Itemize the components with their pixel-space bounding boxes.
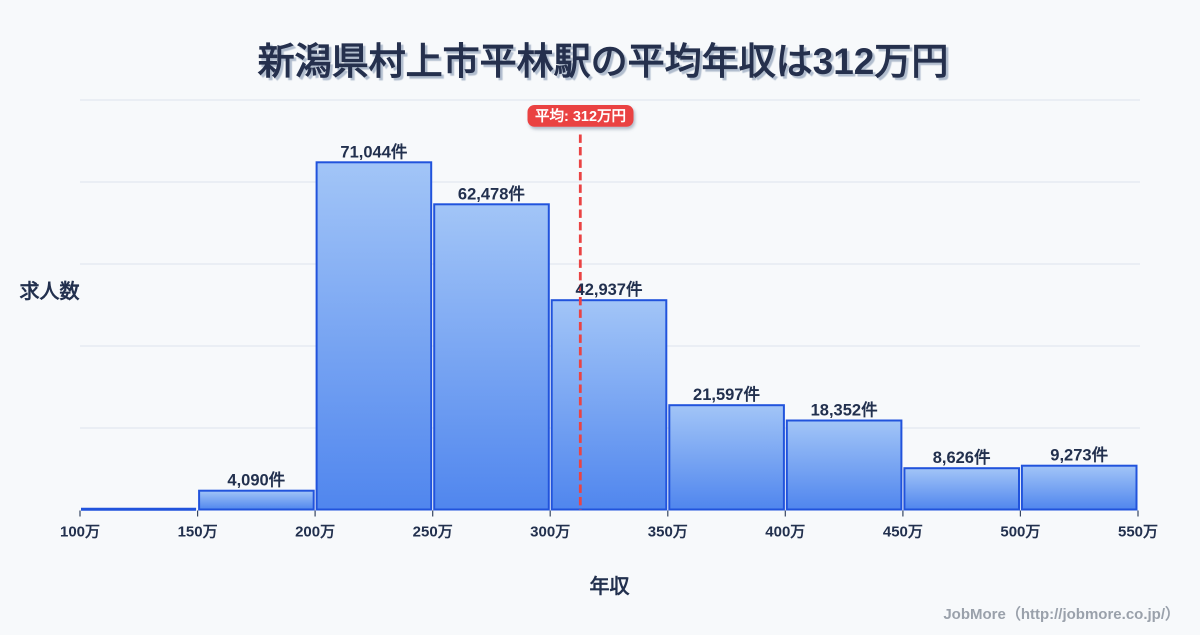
svg-text:42,937件: 42,937件 [576,279,643,299]
svg-text:21,597件: 21,597件 [693,384,760,404]
svg-text:350万: 350万 [648,524,688,541]
svg-text:500万: 500万 [1000,524,1040,541]
svg-text:71,044件: 71,044件 [340,141,407,161]
svg-text:JobMore（http://jobmore.co.jp/）: JobMore（http://jobmore.co.jp/） [943,605,1180,623]
svg-text:平均: 312万円: 平均: 312万円 [535,107,626,125]
svg-text:18,352件: 18,352件 [811,400,878,420]
svg-text:8,626件: 8,626件 [933,447,991,467]
svg-text:年収: 年収 [590,574,631,598]
svg-text:9,273件: 9,273件 [1050,445,1108,465]
svg-text:100万: 100万 [60,524,100,541]
svg-text:求人数: 求人数 [20,279,81,303]
svg-text:150万: 150万 [178,524,218,541]
svg-text:200万: 200万 [295,524,335,541]
svg-text:450万: 450万 [883,524,923,541]
svg-text:300万: 300万 [530,524,570,541]
svg-text:550万: 550万 [1118,524,1158,541]
svg-text:62,478件: 62,478件 [458,183,525,203]
svg-text:400万: 400万 [765,524,805,541]
svg-text:250万: 250万 [413,524,453,541]
svg-text:4,090件: 4,090件 [227,470,285,490]
